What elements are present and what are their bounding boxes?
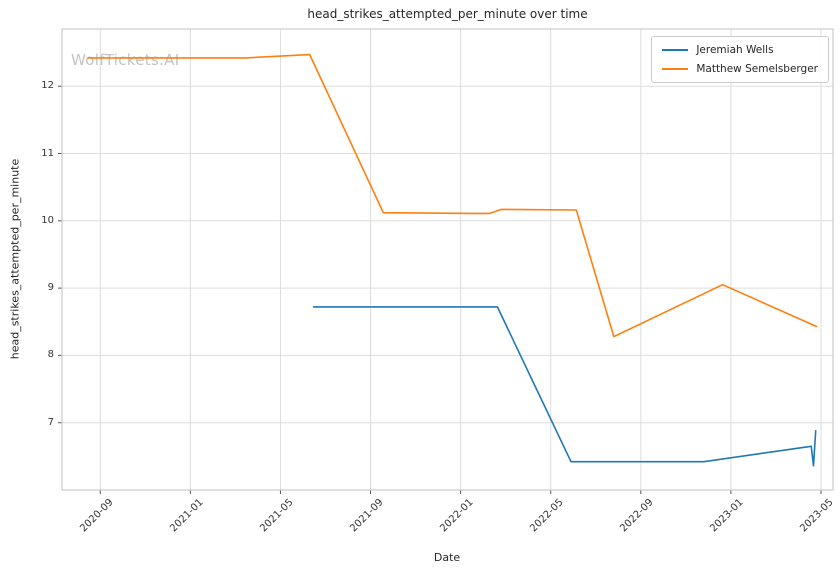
y-tick-label: 9 (47, 282, 54, 294)
y-axis-label: head_strikes_attempted_per_minute (8, 158, 22, 360)
series-line-matthew-semelsberger (87, 53, 818, 338)
legend-label: Matthew Semelsberger (696, 63, 818, 75)
x-axis-label: Date (433, 551, 461, 564)
y-tick-label: 8 (47, 349, 54, 361)
chart-title: head_strikes_attempted_per_minute over t… (307, 7, 588, 21)
y-tick-label: 10 (41, 214, 54, 226)
legend-line-swatch-jeremiah-wells (662, 49, 689, 51)
legend-item-matthew-semelsberger: Matthew Semelsberger (662, 63, 818, 75)
legend-line-swatch-matthew-semelsberger (662, 68, 689, 70)
y-tick-label: 12 (41, 80, 54, 92)
plot-border (61, 28, 834, 491)
watermark: WolfTickets.AI (71, 51, 180, 69)
legend-label: Jeremiah Wells (696, 44, 774, 56)
legend-item-jeremiah-wells: Jeremiah Wells (662, 44, 818, 56)
y-tick-label: 11 (41, 147, 54, 159)
legend: Jeremiah Wells Matthew Semelsberger (651, 36, 829, 83)
y-tick-label: 7 (47, 416, 54, 428)
series-line-jeremiah-wells (312, 306, 817, 467)
